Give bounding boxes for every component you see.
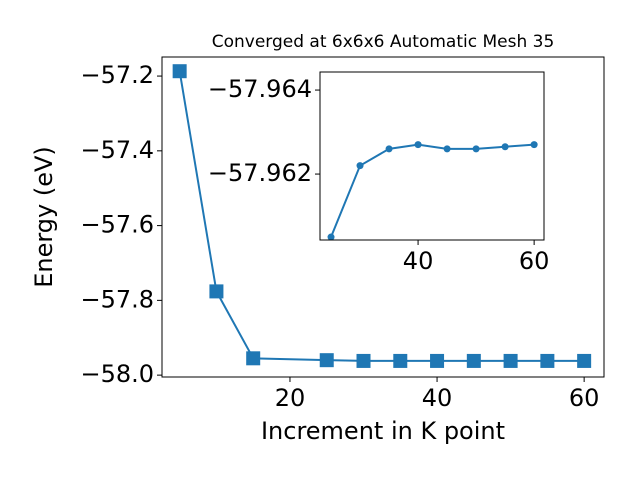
data-point xyxy=(414,141,422,149)
y-tick-label: −58.0 xyxy=(80,360,154,388)
y-tick-label: −57.6 xyxy=(80,211,154,239)
x-tick-label: 20 xyxy=(275,384,306,412)
x-tick-label: 60 xyxy=(569,384,600,412)
axes-frame xyxy=(161,56,605,378)
data-point xyxy=(172,64,187,79)
data-point xyxy=(393,353,408,368)
chart-title: Converged at 6x6x6 Automatic Mesh 35 xyxy=(212,32,555,52)
data-point xyxy=(209,284,224,299)
data-point xyxy=(472,145,480,153)
data-point xyxy=(319,353,334,368)
data-line xyxy=(330,143,535,238)
x-axis-label: Increment in K point xyxy=(261,417,505,445)
x-tick-label: 60 xyxy=(519,247,550,275)
y-tick-label: −57.4 xyxy=(80,136,154,164)
y-axis-label: Energy (eV) xyxy=(30,146,58,288)
plot-area xyxy=(320,72,544,240)
data-point xyxy=(443,145,451,153)
x-tick-label: 40 xyxy=(422,384,453,412)
data-point xyxy=(577,353,592,368)
data-point xyxy=(501,143,509,151)
data-point xyxy=(530,141,538,149)
data-point xyxy=(327,233,335,241)
y-tick-label: −57.2 xyxy=(80,61,154,89)
data-point xyxy=(430,353,445,368)
data-point xyxy=(503,353,518,368)
data-point xyxy=(246,351,261,366)
data-point xyxy=(356,353,371,368)
axes-frame xyxy=(319,71,545,241)
y-tick-label: −57.8 xyxy=(80,285,154,313)
data-point xyxy=(356,162,364,170)
data-point xyxy=(540,353,555,368)
data-point xyxy=(385,145,393,153)
y-tick-label: −57.962 xyxy=(208,159,312,187)
x-tick-label: 40 xyxy=(403,247,434,275)
y-tick-label: −57.964 xyxy=(208,75,312,103)
data-point xyxy=(466,353,481,368)
